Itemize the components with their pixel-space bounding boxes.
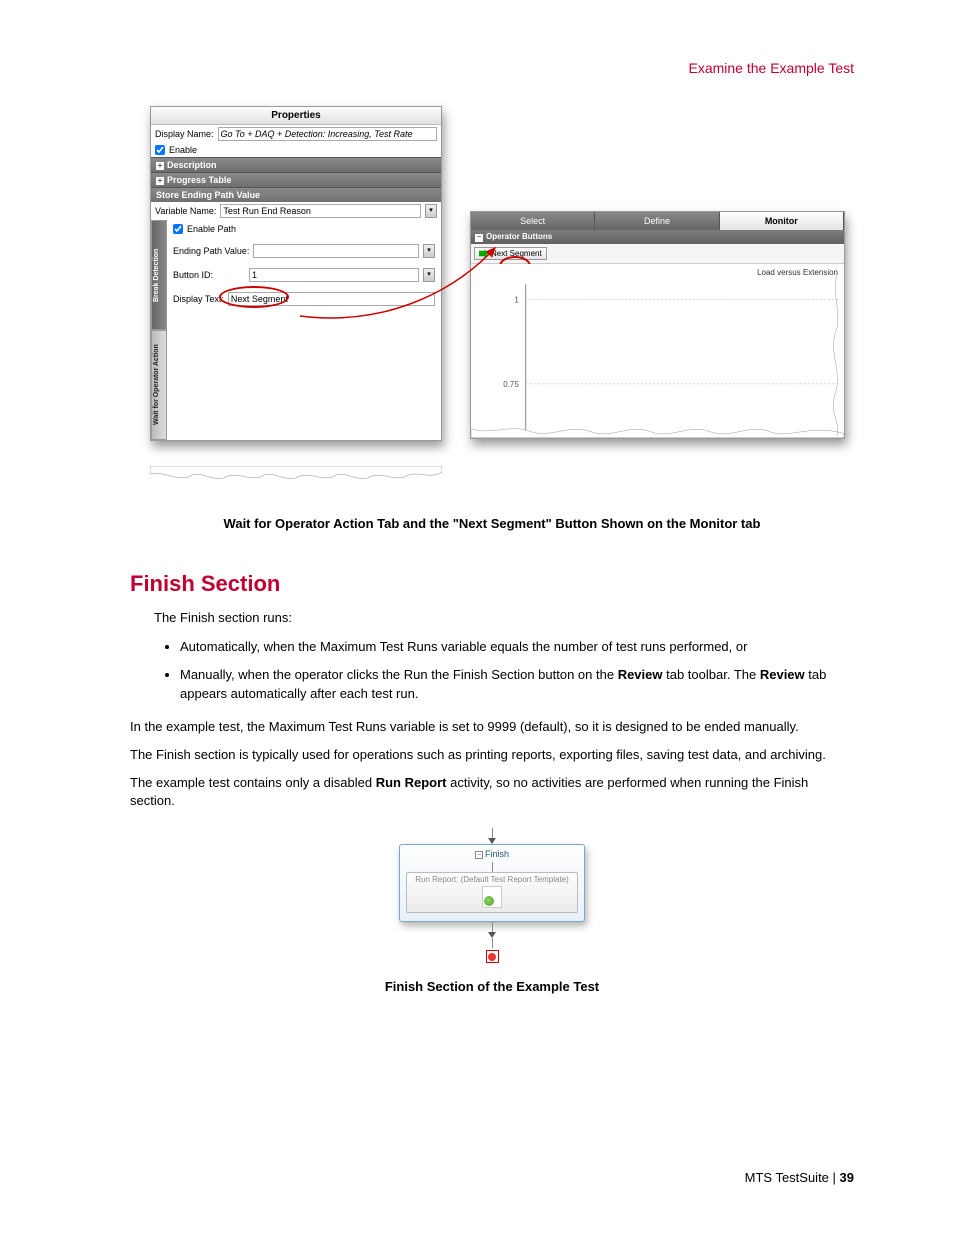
operator-buttons-bar: −Operator Buttons [471,230,844,244]
button-id-dropdown[interactable]: ▾ [423,268,435,282]
enable-label: Enable [169,145,197,155]
figure-1-caption: Wait for Operator Action Tab and the "Ne… [130,516,854,531]
properties-panel: Properties Display Name: Enable +Descrip… [150,106,442,441]
svg-text:0.75: 0.75 [503,380,519,389]
tab-break-detection[interactable]: Break Detection [151,220,167,330]
description-bar[interactable]: +Description [151,157,441,172]
page-footer: MTS TestSuite | 39 [745,1170,854,1185]
header-link[interactable]: Examine the Example Test [130,60,854,76]
display-name-field[interactable] [218,127,437,141]
monitor-panel: Select Define Monitor −Operator Buttons … [470,211,845,439]
enable-checkbox[interactable] [155,145,165,155]
properties-title: Properties [151,107,441,125]
connector-line [492,922,493,932]
tab-monitor[interactable]: Monitor [720,212,844,230]
next-segment-icon [479,249,488,258]
ending-path-dropdown[interactable]: ▾ [423,244,435,258]
connector-line [492,862,493,872]
list-item: Automatically, when the Maximum Test Run… [180,637,854,657]
connector-line [492,938,493,948]
bullet-list: Automatically, when the Maximum Test Run… [180,637,854,704]
enable-path-label: Enable Path [187,224,236,234]
chart-title: Load versus Extension [757,268,838,277]
display-text-label: Display Text: [173,294,224,304]
connector-line [492,828,493,838]
report-icon [482,886,502,908]
finish-section-heading: Finish Section [130,571,854,597]
ending-path-label: Ending Path Value: [173,246,249,256]
finish-box: −Finish Run Report: (Default Test Report… [399,844,585,922]
ending-path-field[interactable] [253,244,419,258]
tab-define[interactable]: Define [595,212,719,230]
list-item: Manually, when the operator clicks the R… [180,665,854,704]
variable-name-dropdown[interactable]: ▾ [425,204,437,218]
tab-wait-operator-action[interactable]: Wait for Operator Action [151,330,167,440]
finish-label: −Finish [406,849,578,862]
para-2: In the example test, the Maximum Test Ru… [130,718,854,736]
svg-text:1: 1 [514,295,519,304]
progress-table-bar[interactable]: +Progress Table [151,172,441,187]
store-ending-bar: Store Ending Path Value [151,187,441,202]
finish-graphic: −Finish Run Report: (Default Test Report… [130,828,854,963]
chart-area: Load versus Extension 1 0.75 [471,264,844,438]
chart-svg: 1 0.75 [471,264,844,438]
button-id-field[interactable] [249,268,419,282]
para-3: The Finish section is typically used for… [130,746,854,764]
variable-name-field[interactable] [220,204,421,218]
figure-2-caption: Finish Section of the Example Test [130,979,854,994]
tab-select[interactable]: Select [471,212,595,230]
figure-1: Properties Display Name: Enable +Descrip… [130,106,854,486]
torn-edge-left [150,466,442,486]
variable-name-label: Variable Name: [155,206,216,216]
display-name-label: Display Name: [155,129,214,139]
stop-icon [486,950,499,963]
enable-path-checkbox[interactable] [173,224,183,234]
para-1: The Finish section runs: [154,609,854,627]
highlight-circle [219,286,289,308]
button-id-label: Button ID: [173,270,245,280]
para-4: The example test contains only a disable… [130,774,854,810]
run-report-activity: Run Report: (Default Test Report Templat… [406,872,578,913]
